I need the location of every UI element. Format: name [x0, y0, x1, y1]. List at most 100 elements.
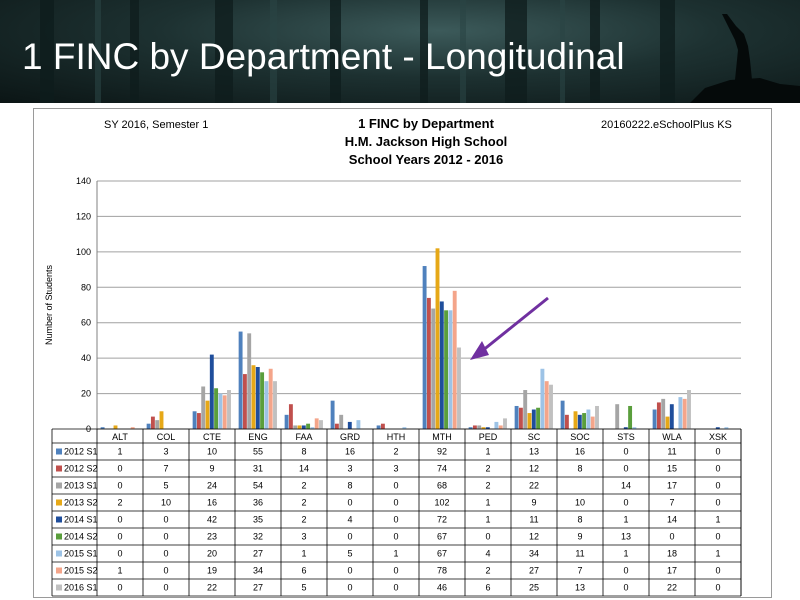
bar	[586, 409, 591, 429]
y-tick-label: 40	[81, 353, 91, 363]
data-label: 0	[163, 515, 168, 525]
data-label: 0	[715, 566, 720, 576]
bar	[494, 421, 499, 429]
legend-swatch	[56, 533, 62, 540]
data-label: 5	[163, 481, 168, 491]
data-label: 1	[485, 447, 490, 457]
x-tick-label: STS	[617, 432, 635, 442]
y-tick-label: 20	[81, 389, 91, 399]
bar	[485, 427, 490, 429]
data-label: 0	[715, 583, 720, 593]
data-label: 3	[393, 464, 398, 474]
forest-background	[40, 0, 800, 103]
data-label: 0	[117, 549, 122, 559]
bar	[549, 384, 553, 429]
bar	[444, 310, 449, 429]
data-label: 17	[667, 481, 677, 491]
data-label: 10	[161, 498, 171, 508]
x-tick-label: XSK	[709, 432, 727, 442]
legend-swatch	[56, 465, 62, 472]
bar	[334, 423, 339, 429]
bar	[339, 414, 344, 429]
bar	[155, 420, 160, 429]
data-label: 20	[207, 549, 217, 559]
bar	[201, 386, 206, 429]
data-label: 0	[715, 464, 720, 474]
bar	[439, 301, 444, 429]
data-label: 2	[301, 515, 306, 525]
legend-swatch	[56, 482, 62, 489]
data-label: 0	[117, 464, 122, 474]
bar	[457, 347, 461, 429]
bar	[310, 427, 315, 429]
x-tick-label: MTH	[432, 432, 452, 442]
bar	[448, 310, 453, 429]
x-tick-label: SOC	[570, 432, 590, 442]
data-label: 1	[485, 498, 490, 508]
data-label: 0	[393, 532, 398, 542]
bar	[472, 425, 477, 429]
data-label: 6	[301, 566, 306, 576]
data-label: 92	[437, 447, 447, 457]
legend-label: 2013 S1	[64, 481, 98, 491]
data-label: 46	[437, 583, 447, 593]
school-name: H.M. Jackson High School	[344, 134, 508, 149]
data-label: 0	[623, 566, 628, 576]
legend-label: 2014 S2	[64, 532, 98, 542]
data-label: 11	[529, 515, 538, 525]
data-label: 23	[207, 532, 217, 542]
bar	[192, 411, 197, 429]
semester-label: SY 2016, Semester 1	[104, 119, 209, 131]
bar	[544, 381, 549, 429]
data-label: 4	[485, 549, 490, 559]
x-tick-label: WLA	[662, 432, 682, 442]
slide-title: 1 FINC by Department - Longitudinal	[22, 36, 625, 77]
data-label: 1	[623, 549, 628, 559]
bar	[582, 413, 587, 429]
y-tick-label: 60	[81, 318, 91, 328]
data-label: 22	[529, 481, 539, 491]
y-tick-label: 120	[76, 211, 91, 221]
bar	[222, 395, 227, 429]
bar	[628, 405, 633, 429]
data-label: 17	[667, 566, 677, 576]
bar	[527, 413, 532, 429]
data-label: 102	[434, 498, 449, 508]
annotation-arrow-head	[470, 341, 489, 360]
x-tick-label: HTH	[387, 432, 406, 442]
x-tick-label: ENG	[248, 432, 268, 442]
data-label: 0	[347, 532, 352, 542]
bar	[514, 405, 519, 429]
bar	[264, 381, 269, 429]
data-label: 13	[529, 447, 539, 457]
bar	[632, 427, 637, 429]
data-label: 8	[347, 481, 352, 491]
data-label: 1	[715, 549, 720, 559]
data-label: 34	[253, 566, 263, 576]
bar	[615, 404, 620, 429]
bar	[218, 393, 223, 429]
data-label: 1	[715, 515, 720, 525]
data-label: 9	[577, 532, 582, 542]
data-label: 0	[623, 447, 628, 457]
bar	[564, 414, 569, 429]
legend-swatch	[56, 584, 62, 591]
data-label: 16	[345, 447, 355, 457]
data-label: 22	[667, 583, 677, 593]
data-label: 0	[347, 566, 352, 576]
bar	[669, 404, 674, 429]
bar	[540, 368, 545, 429]
data-label: 2	[301, 481, 306, 491]
data-label: 0	[715, 498, 720, 508]
data-label: 27	[529, 566, 539, 576]
bar	[273, 381, 277, 429]
bar	[284, 414, 289, 429]
data-label: 32	[253, 532, 263, 542]
data-label: 0	[347, 583, 352, 593]
bar	[560, 400, 565, 429]
bar	[347, 421, 352, 429]
data-label: 16	[575, 447, 585, 457]
data-label: 1	[301, 549, 306, 559]
bar	[498, 425, 503, 429]
bar	[536, 407, 541, 429]
